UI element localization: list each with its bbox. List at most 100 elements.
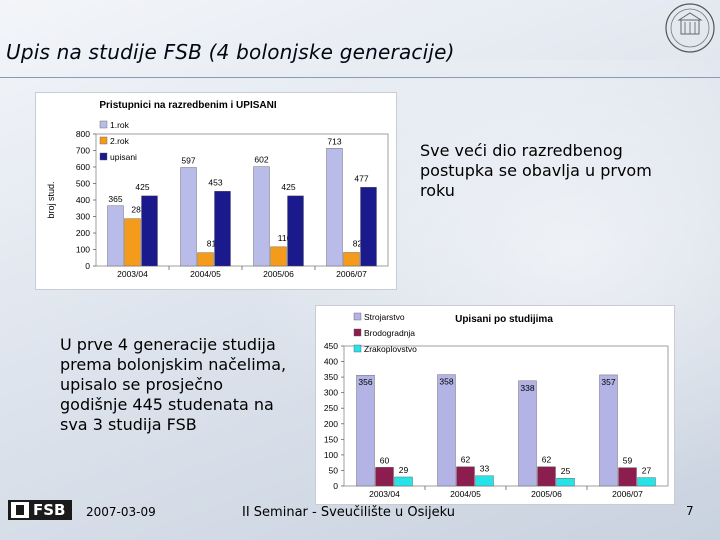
y-tick-label: 400: [324, 357, 338, 367]
bar: [197, 252, 214, 267]
bar: [599, 374, 618, 487]
data-label: 59: [623, 456, 633, 466]
bar: [124, 218, 141, 267]
page-number: 7: [686, 504, 694, 518]
x-tick-label: 2005/06: [263, 269, 294, 279]
data-label: 29: [399, 465, 409, 475]
y-tick-label: 500: [76, 179, 90, 189]
data-label: 27: [642, 466, 652, 476]
chart-title: Upisani po studijima: [455, 314, 553, 325]
y-tick-label: 200: [76, 228, 90, 238]
y-tick-label: 250: [324, 403, 338, 413]
legend-swatch: [353, 328, 362, 337]
legend-label: 2.rok: [110, 136, 130, 146]
fsb-logo: FSB: [8, 500, 72, 520]
bar: [537, 466, 556, 487]
y-tick-label: 400: [76, 195, 90, 205]
y-tick-label: 600: [76, 162, 90, 172]
legend-label: 1.rok: [110, 120, 130, 130]
legend-swatch: [99, 136, 108, 145]
bar: [180, 167, 197, 267]
y-tick-label: 200: [324, 419, 338, 429]
legend-label: Brodogradnja: [364, 328, 415, 338]
legend-label: upisani: [110, 152, 137, 162]
bar: [253, 166, 270, 267]
y-axis-label: broj stud.: [46, 181, 56, 218]
bar: [356, 375, 375, 487]
y-tick-label: 100: [324, 450, 338, 460]
note-right: Sve veći dio razredbenog postupka se oba…: [420, 141, 652, 200]
fsb-logo-text: FSB: [33, 501, 66, 519]
data-label: 425: [135, 182, 149, 192]
y-tick-label: 0: [333, 481, 338, 491]
bar: [326, 148, 343, 267]
legend-label: Zrakoplovstvo: [364, 344, 417, 354]
fsb-logo-icon: [11, 502, 29, 518]
y-tick-label: 800: [76, 129, 90, 139]
legend-swatch: [353, 312, 362, 321]
data-label: 287: [131, 205, 145, 215]
data-label: 358: [439, 377, 453, 387]
bar: [360, 187, 377, 267]
data-label: 60: [380, 455, 390, 465]
x-tick-label: 2006/07: [336, 269, 367, 279]
slide-title: Upis na studije FSB (4 bolonjske generac…: [6, 40, 455, 64]
y-tick-label: 350: [324, 372, 338, 382]
legend: Strojarstvo Brodogradnja Zrakoplovstvo: [353, 312, 417, 354]
legend-swatch: [99, 152, 108, 161]
bar: [214, 191, 231, 267]
bar: [556, 478, 575, 487]
y-tick-label: 300: [76, 212, 90, 222]
x-tick-label: 2003/04: [117, 269, 148, 279]
y-tick-label: 150: [324, 434, 338, 444]
bar: [107, 205, 124, 267]
data-label: 116: [278, 233, 292, 243]
data-label: 25: [561, 466, 571, 476]
y-tick-label: 0: [85, 261, 90, 271]
x-tick-label: 2004/05: [190, 269, 221, 279]
y-tick-label: 700: [76, 146, 90, 156]
bar: [287, 195, 304, 267]
data-label: 602: [254, 155, 268, 165]
bar: [518, 380, 537, 487]
data-label: 82: [353, 238, 363, 248]
footer-date: 2007-03-09: [86, 505, 156, 519]
footer-text: II Seminar - Sveučilište u Osijeku: [242, 505, 455, 520]
data-label: 62: [542, 455, 552, 465]
bar: [270, 246, 287, 267]
data-label: 477: [354, 173, 368, 183]
x-tick-label: 2006/07: [612, 489, 643, 499]
data-label: 453: [208, 177, 222, 187]
legend-label: Strojarstvo: [364, 312, 405, 322]
data-label: 425: [281, 182, 295, 192]
plot-area: [343, 345, 669, 487]
note-left: U prve 4 generacije studija prema bolonj…: [60, 335, 287, 434]
y-tick-label: 450: [324, 341, 338, 351]
x-tick-label: 2004/05: [450, 489, 481, 499]
data-label: 33: [480, 464, 490, 474]
data-label: 338: [520, 383, 534, 393]
x-tick-label: 2005/06: [531, 489, 562, 499]
title-divider: [0, 77, 720, 78]
y-tick-label: 50: [329, 465, 339, 475]
x-tick-label: 2003/04: [369, 489, 400, 499]
data-label: 356: [358, 377, 372, 387]
bar: [456, 466, 475, 487]
data-label: 81: [207, 239, 217, 249]
bar: [375, 467, 394, 487]
bar: [637, 477, 656, 487]
chart-by-study: Upisani po studijima 0 50 100 150 200 250 300 35…: [315, 305, 675, 505]
bar: [618, 467, 637, 487]
bar: [343, 252, 360, 267]
data-label: 365: [108, 194, 122, 204]
legend-swatch: [353, 344, 362, 353]
bar: [141, 195, 158, 267]
data-label: 597: [181, 155, 195, 165]
legend: 1.rok 2.rok upisani: [99, 120, 137, 162]
y-tick-label: 100: [76, 245, 90, 255]
bar: [475, 475, 494, 487]
data-label: 357: [601, 377, 615, 387]
chart-applicants: Pristupnici na razredbenim i UPISANI 0 100…: [35, 92, 397, 290]
data-label: 62: [461, 455, 471, 465]
legend-swatch: [99, 120, 108, 129]
